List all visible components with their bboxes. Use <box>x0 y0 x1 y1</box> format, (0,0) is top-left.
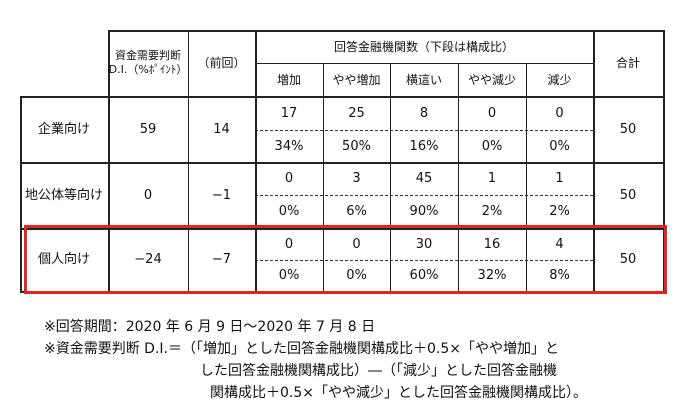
header-total: 合計 <box>615 56 640 70</box>
row-count: 16 <box>483 236 501 252</box>
row-di: 59 <box>139 121 157 137</box>
header-cat-slight-decrease: やや減少 <box>467 72 516 87</box>
row-ratio: 0% <box>549 138 570 154</box>
highlight-box <box>24 225 667 294</box>
row-total: 50 <box>619 187 637 203</box>
row-label: 企業向け <box>37 121 90 137</box>
header-cat-slight-increase: やや増加 <box>332 72 381 87</box>
row-di: 0 <box>143 187 153 203</box>
row-count: 8 <box>419 105 429 121</box>
row-ratio: 0% <box>278 204 300 219</box>
header-di: 資金需要判断 D.I.（%ﾎﾟｲﾝﾄ） <box>108 30 188 96</box>
row-di: −24 <box>134 252 162 267</box>
header-cat-decrease: 減少 <box>547 72 572 87</box>
row-count: 17 <box>280 105 298 121</box>
header-cat-increase: 増加 <box>276 72 301 87</box>
note-di-definition: ※資金需要判断 D.I.＝（「増加」とした回答金融機関構成比＋0.5×「やや増加… <box>44 341 559 357</box>
row-count: 30 <box>415 236 433 252</box>
row-count: 25 <box>348 105 365 121</box>
note-di-definition-cont2: 関構成比＋0.5×「やや減少」とした回答金融機関構成比）。 <box>210 385 587 401</box>
note-period: ※回答期間：2020 年 6 月 9 日〜2020 年 7 月 8 日 <box>44 319 376 335</box>
header-di-line1: 資金需要判断 <box>115 49 181 62</box>
note-di-definition-cont1: した回答金融機関構成比）―（「減少」とした回答金融機 <box>200 363 557 379</box>
row-ratio: 2% <box>481 204 503 219</box>
row-ratio: 90% <box>409 204 439 219</box>
row-count: 1 <box>555 171 564 186</box>
row-label: 地公体等向け <box>24 187 103 203</box>
row-count: 0 <box>352 236 361 252</box>
row-ratio: 34% <box>274 138 304 154</box>
row-count: 1 <box>487 171 497 186</box>
row-previous: −1 <box>211 187 232 203</box>
row-ratio: 8% <box>549 268 570 283</box>
row-count: 0 <box>284 236 294 252</box>
header-group: 回答金融機関数（下段は構成比） <box>333 39 514 54</box>
row-label: 個人向け <box>37 252 90 267</box>
row-total: 50 <box>619 121 637 137</box>
row-ratio: 6% <box>346 204 367 219</box>
row-count: 45 <box>415 171 433 186</box>
row-count: 3 <box>352 171 361 186</box>
row-ratio: 16% <box>409 138 439 154</box>
row-previous: −7 <box>211 252 232 267</box>
row-ratio: 2% <box>549 204 570 219</box>
header-previous: （前回） <box>197 56 246 70</box>
row-count: 0 <box>487 105 497 121</box>
row-count: 4 <box>555 236 564 252</box>
row-ratio: 0% <box>278 268 300 283</box>
row-ratio: 60% <box>409 268 439 283</box>
header-cat-flat: 横這い <box>405 72 442 87</box>
row-ratio: 32% <box>477 268 507 283</box>
row-count: 0 <box>284 171 294 186</box>
row-ratio: 0% <box>481 138 503 154</box>
row-previous: 14 <box>213 121 230 137</box>
row-ratio: 50% <box>342 138 371 154</box>
row-count: 0 <box>555 105 564 121</box>
row-ratio: 0% <box>346 268 367 283</box>
row-total: 50 <box>619 252 637 267</box>
header-di-line2: D.I.（%ﾎﾟｲﾝﾄ） <box>108 63 188 76</box>
